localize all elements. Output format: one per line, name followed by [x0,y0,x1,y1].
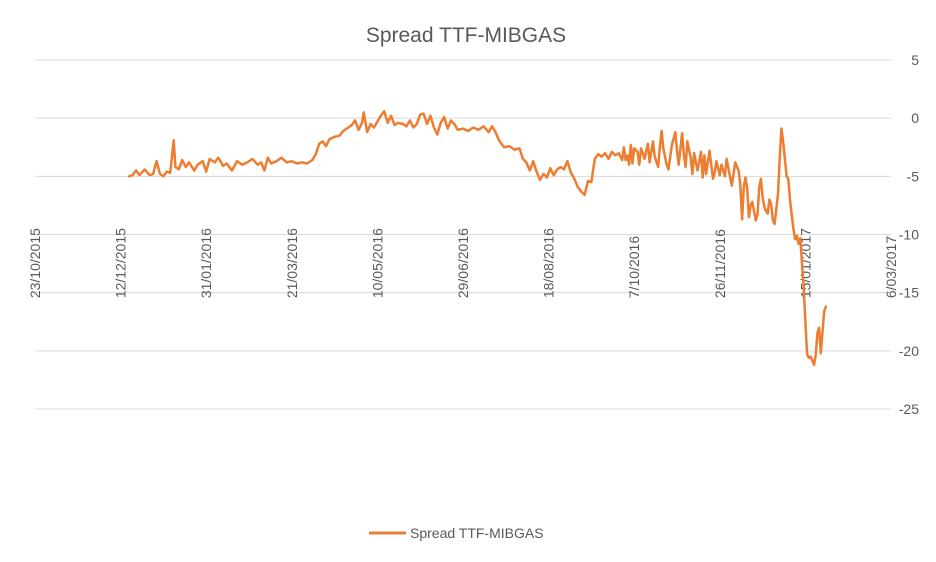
y-tick-label: -25 [899,401,919,417]
y-tick-label: 5 [911,52,919,68]
y-tick-label: -10 [899,227,919,243]
x-tick-label: 21/03/2016 [284,228,300,298]
y-tick-label: -5 [907,168,920,184]
y-axis-tick-labels: 5 0 -5 -10 -15 -20 -25 [899,52,919,417]
x-tick-label: 31/01/2016 [198,228,214,298]
x-axis-tick-labels: 23/10/2015 12/12/2015 31/01/2016 21/03/2016… [27,228,899,298]
x-tick-label: 26/11/2016 [712,229,728,298]
y-tick-label: 0 [911,110,919,126]
x-tick-label: 7/10/2016 [626,236,642,298]
legend-label: Spread TTF-MIBGAS [410,525,544,541]
x-tick-label: 18/08/2016 [541,228,557,298]
x-tick-label: 29/06/2016 [455,228,471,298]
x-tick-label: 10/05/2016 [369,228,385,298]
gridlines [35,59,891,410]
x-tick-label: 23/10/2015 [27,228,43,298]
series-line [127,109,828,367]
legend: Spread TTF-MIBGAS [369,525,544,541]
y-tick-label: -15 [899,285,919,301]
x-tick-label: 6/03/2017 [883,236,899,298]
series-layer [127,109,828,367]
y-tick-label: -20 [899,343,919,359]
chart-title: Spread TTF-MIBGAS [366,24,566,47]
x-tick-label: 12/12/2015 [113,228,129,298]
